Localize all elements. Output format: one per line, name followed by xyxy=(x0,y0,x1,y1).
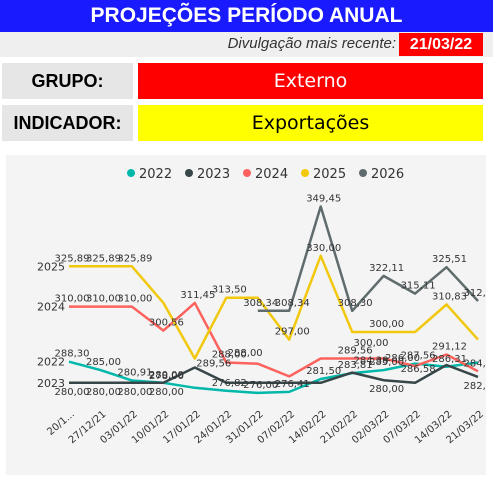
data-label: 310,00 xyxy=(86,294,121,305)
data-label: 325,51 xyxy=(432,254,467,265)
data-label: 284,38 xyxy=(354,356,389,367)
legend-marker xyxy=(243,169,251,177)
data-label: 310,83 xyxy=(432,292,467,303)
data-label: 283,81 xyxy=(338,360,373,371)
data-label: 308,34 xyxy=(275,298,310,309)
page-title: PROJEÇÕES PERÍODO ANUAL xyxy=(0,0,493,32)
data-label: 286,58 xyxy=(401,364,436,375)
data-label: 286,00 xyxy=(385,353,420,364)
data-label: 284,50 xyxy=(464,358,487,369)
legend-label: 2023 xyxy=(197,167,230,182)
data-label: 325,89 xyxy=(117,253,152,264)
y-axis-label: 2025 xyxy=(37,260,65,273)
legend-marker xyxy=(127,169,135,177)
legend-label: 2024 xyxy=(255,167,288,182)
data-label: 282,30 xyxy=(464,381,487,392)
legend-marker xyxy=(359,169,367,177)
legend-label: 2022 xyxy=(139,167,172,182)
y-axis-label: 2024 xyxy=(37,301,65,314)
data-label: 325,89 xyxy=(55,253,90,264)
data-label: 280,00 xyxy=(149,387,184,398)
data-label: 330,00 xyxy=(306,243,341,254)
data-label: 287,56 xyxy=(401,351,436,362)
data-label: 276,00 xyxy=(243,380,278,391)
line-chart: 2022 2023 2024 2025 2026202520242022202320/1… xyxy=(37,167,487,446)
legend-marker xyxy=(185,169,193,177)
data-label: 300,00 xyxy=(369,319,404,330)
data-label: 280,00 xyxy=(55,387,90,398)
data-label: 300,56 xyxy=(149,318,184,329)
data-label: 313,50 xyxy=(212,285,247,296)
data-label: 315,11 xyxy=(401,281,436,292)
group-label: GRUPO: xyxy=(2,63,133,99)
y-axis-label: 2022 xyxy=(37,356,65,369)
data-label: 349,45 xyxy=(306,193,341,204)
series-line-2025 xyxy=(69,254,479,360)
data-label: 325,89 xyxy=(86,253,121,264)
data-label: 312,21 xyxy=(464,288,487,299)
series-line-2023 xyxy=(69,363,479,385)
release-date: 21/03/22 xyxy=(399,33,483,56)
series-line-2026 xyxy=(257,205,479,313)
release-row: Divulgação mais recente: 21/03/22 xyxy=(0,32,493,57)
data-label: 276,82 xyxy=(212,378,247,389)
legend-marker xyxy=(301,169,309,177)
data-label: 308,34 xyxy=(243,298,278,309)
data-label: 288,00 xyxy=(212,349,247,360)
indicator-value[interactable]: Exportações xyxy=(138,105,483,141)
indicator-label: INDICADOR: xyxy=(2,105,133,141)
release-label: Divulgação mais recente: xyxy=(227,35,396,52)
data-label: 322,11 xyxy=(369,263,404,274)
legend-label: 2025 xyxy=(313,167,346,182)
y-axis-label: 2023 xyxy=(37,377,65,390)
data-label: 285,00 xyxy=(86,357,121,368)
data-label: 280,00 xyxy=(86,387,121,398)
data-label: 276,41 xyxy=(275,379,310,390)
data-label: 291,12 xyxy=(432,342,467,353)
data-label: 280,00 xyxy=(117,387,152,398)
data-label: 285,00 xyxy=(369,357,404,368)
data-label: 289,56 xyxy=(338,346,373,357)
data-label: 300,00 xyxy=(354,338,389,349)
data-label: 289,56 xyxy=(196,358,231,369)
data-label: 297,00 xyxy=(275,327,310,338)
data-label: 280,00 xyxy=(149,370,184,381)
data-label: 310,00 xyxy=(117,294,152,305)
data-label: 280,00 xyxy=(369,384,404,395)
data-label: 308,30 xyxy=(338,298,373,309)
data-label: 288,30 xyxy=(55,349,90,360)
chart-panel: 2022 2023 2024 2025 2026 2025 2024 2022 2023 20/1… xyxy=(6,155,486,475)
legend-label: 2026 xyxy=(371,167,404,182)
series-line-2024 xyxy=(69,301,479,378)
data-label: 310,00 xyxy=(55,294,90,305)
data-label: 280,91 xyxy=(117,367,152,378)
group-value[interactable]: Externo xyxy=(138,63,483,99)
data-label: 278,00 xyxy=(149,371,184,382)
data-label: 286,31 xyxy=(432,354,467,365)
data-label: 281,50 xyxy=(306,366,341,377)
data-label: 288,00 xyxy=(228,348,263,359)
data-label: 311,45 xyxy=(180,290,215,301)
